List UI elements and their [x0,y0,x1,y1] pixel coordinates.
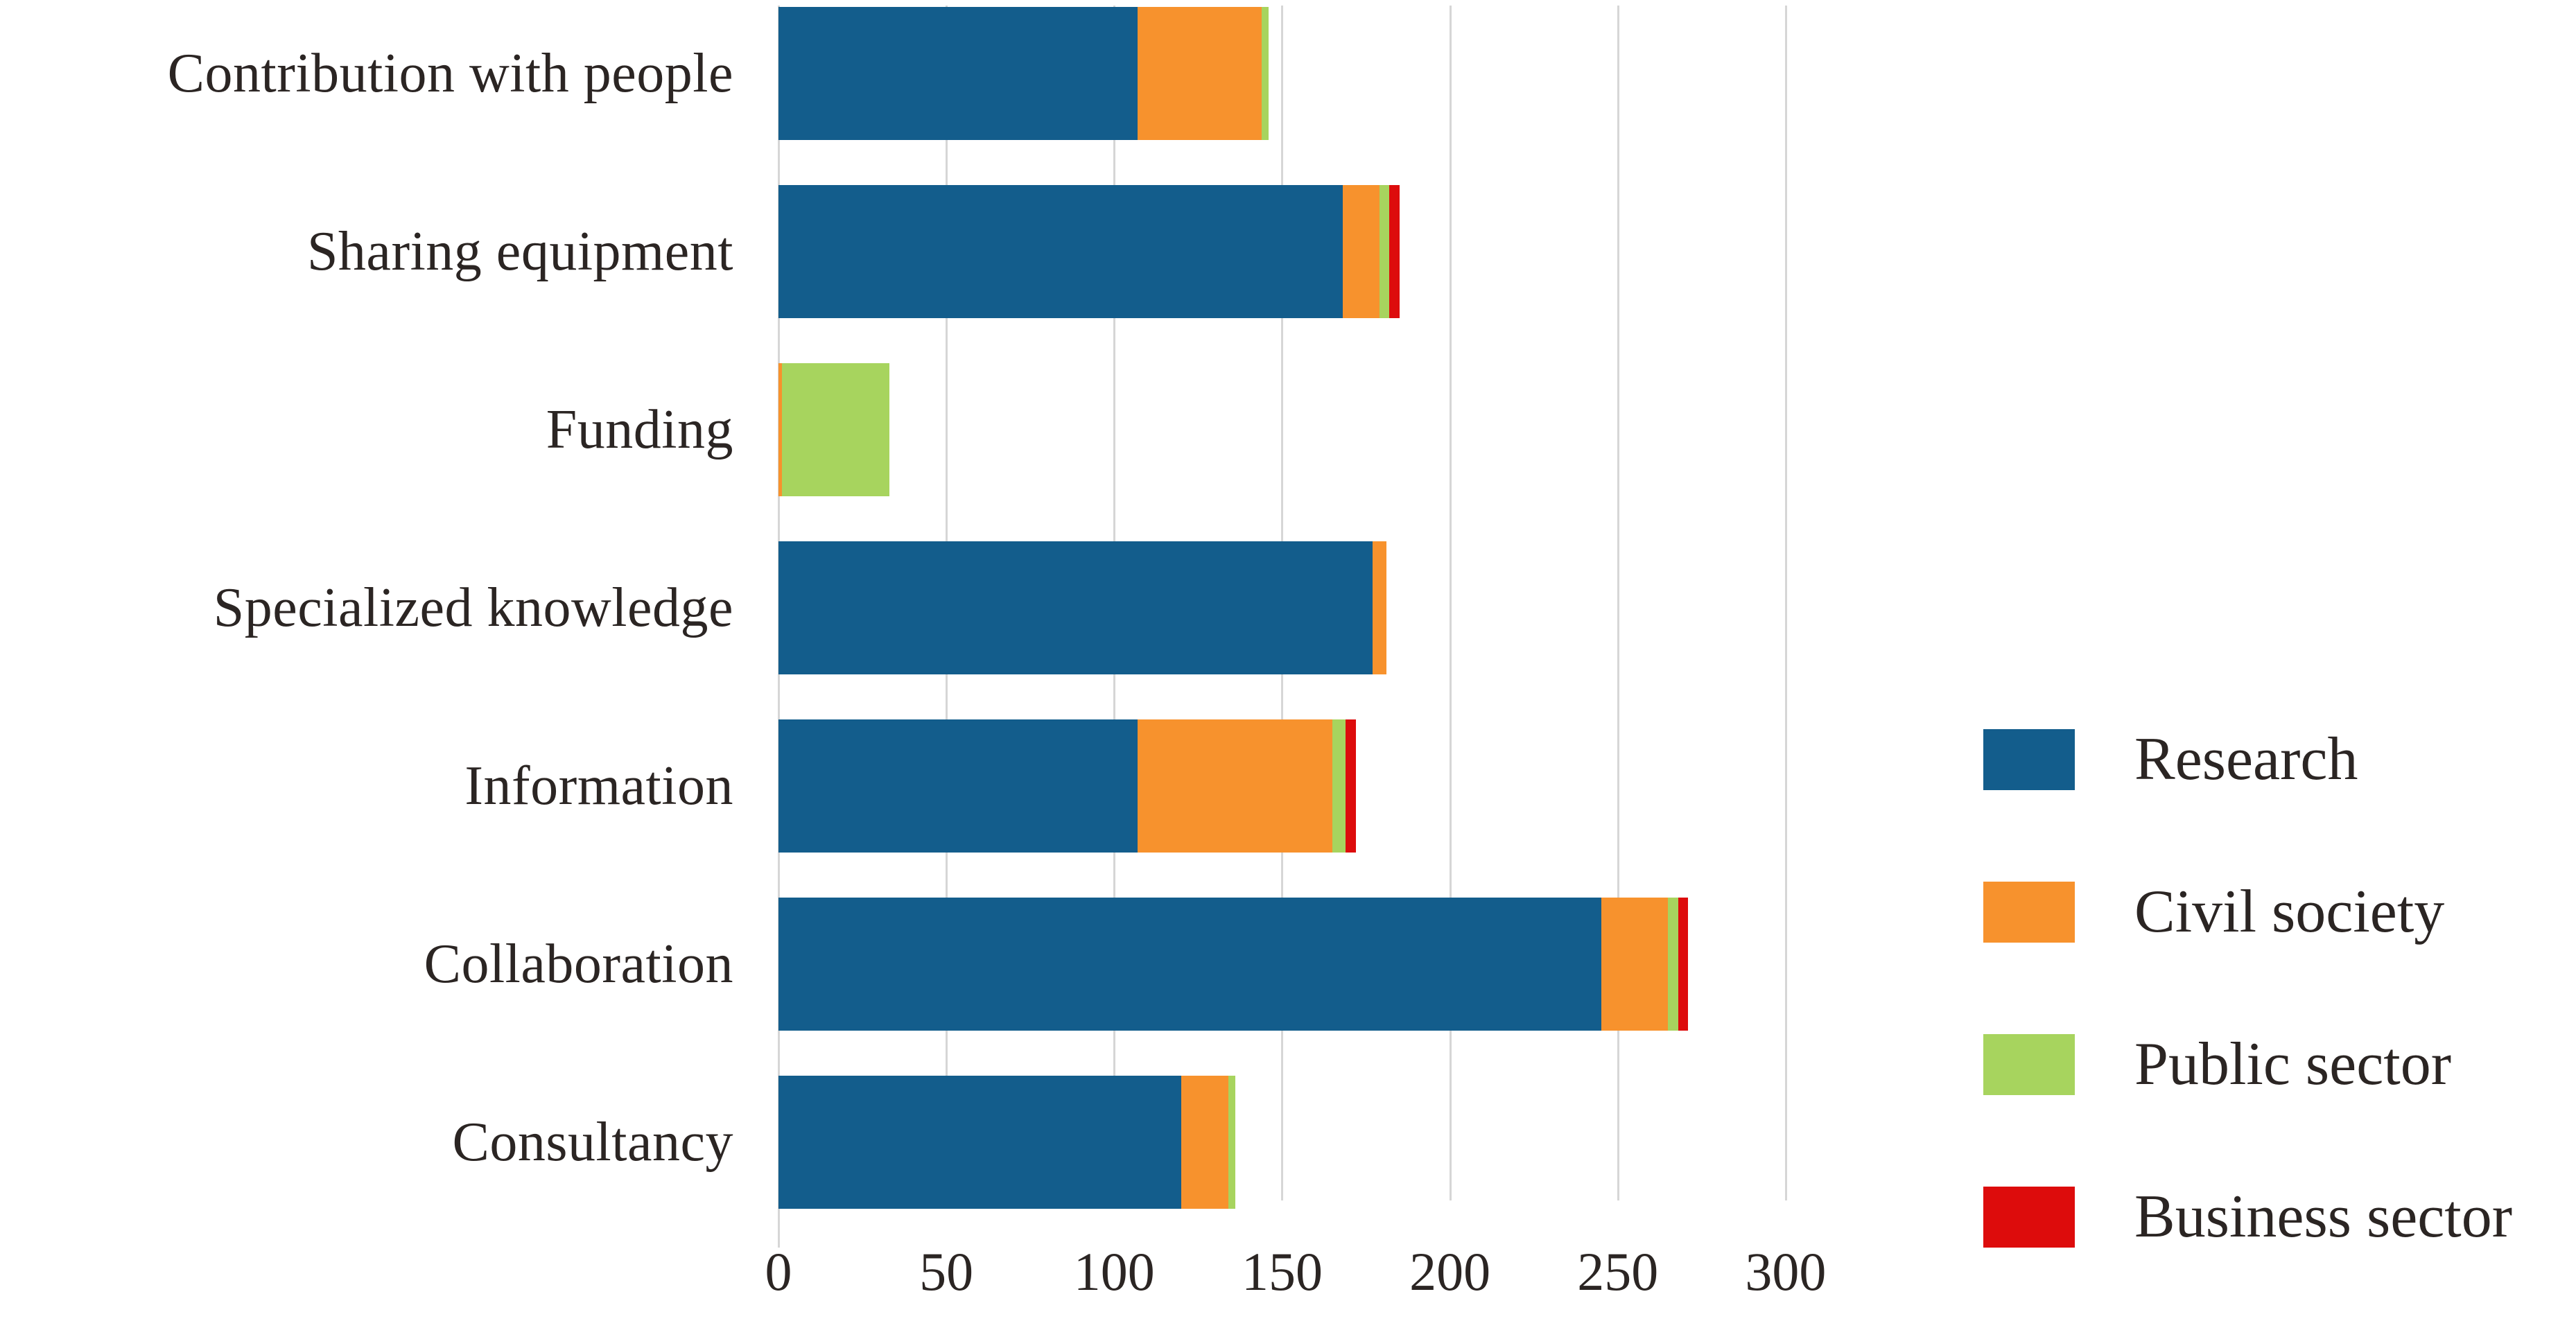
bar-segment [1601,898,1669,1031]
legend-label: Research [2134,726,2358,793]
category-label: Sharing equipment [306,220,733,282]
bar-row-6 [778,1076,1235,1209]
legend-swatch [1983,1034,2075,1095]
bar-segment [778,1076,1182,1209]
category-label: Collaboration [424,933,733,995]
x-tick-label: 50 [919,1241,974,1302]
bar-row-3 [778,541,1386,674]
legend-item: Public sector [1983,1034,2451,1095]
bar-segment [778,541,1373,674]
gridline-x-200 [1449,6,1452,1200]
bar-segment [1138,7,1262,140]
bar-segment [778,898,1601,1031]
bar-segment [1346,719,1356,853]
bar-segment [778,363,782,496]
bar-row-0 [778,7,1269,140]
bar-segment [1262,7,1269,140]
category-label: Specialized knowledge [213,577,733,638]
legend-swatch [1983,729,2075,790]
bar-segment [778,719,1138,853]
category-label: Information [464,755,733,816]
legend-swatch [1983,882,2075,943]
bar-segment [1342,185,1380,318]
bar-row-4 [778,719,1356,853]
bar-segment [778,7,1138,140]
bar-segment [1668,898,1678,1031]
bar-segment [1138,719,1333,853]
x-tick-label: 0 [765,1241,792,1302]
category-label: Funding [546,399,733,460]
bar-row-2 [778,363,889,496]
category-label: Contribution with people [167,42,733,104]
bar-segment [1389,185,1400,318]
bar-segment [778,185,1343,318]
legend-swatch [1983,1187,2075,1248]
legend-item: Research [1983,729,2358,790]
bar-segment [1332,719,1346,853]
bar-segment [1181,1076,1228,1209]
gridline-x-250 [1617,6,1619,1200]
legend-label: Civil society [2134,878,2445,945]
bar-segment [1678,898,1689,1031]
bar-row-5 [778,898,1689,1031]
x-tick-label: 100 [1073,1241,1155,1302]
gridline-x-300 [1784,6,1787,1200]
x-tick-label: 150 [1241,1241,1323,1302]
legend-item: Business sector [1983,1187,2512,1248]
category-label: Consultancy [452,1111,733,1173]
x-tick-label: 200 [1409,1241,1491,1302]
x-tick-label: 250 [1577,1241,1659,1302]
legend-item: Civil society [1983,882,2444,943]
bar-segment [1228,1076,1235,1209]
bar-segment [781,363,889,496]
bar-segment [1373,541,1386,674]
x-tick-label: 300 [1745,1241,1827,1302]
bar-segment [1379,185,1390,318]
legend-label: Public sector [2134,1031,2452,1098]
legend-label: Business sector [2134,1183,2513,1250]
bar-row-1 [778,185,1400,318]
